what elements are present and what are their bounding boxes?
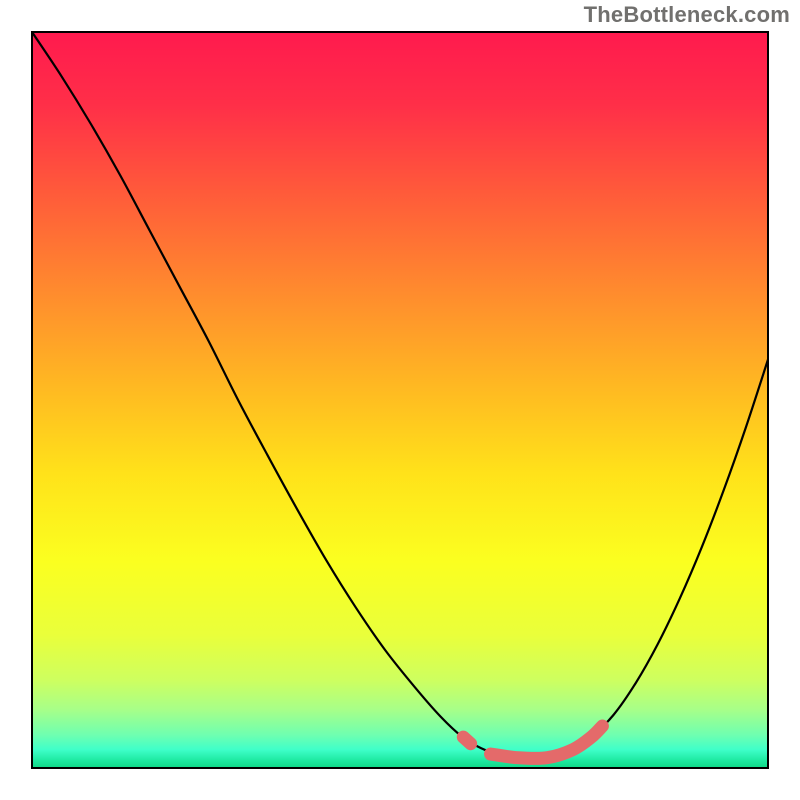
highlight-segment — [463, 737, 470, 744]
chart-container: { "attribution": { "text": "TheBottlenec… — [0, 0, 800, 800]
gradient-background — [32, 32, 768, 768]
bottleneck-chart-svg — [0, 0, 800, 800]
attribution-text: TheBottleneck.com — [584, 2, 790, 28]
